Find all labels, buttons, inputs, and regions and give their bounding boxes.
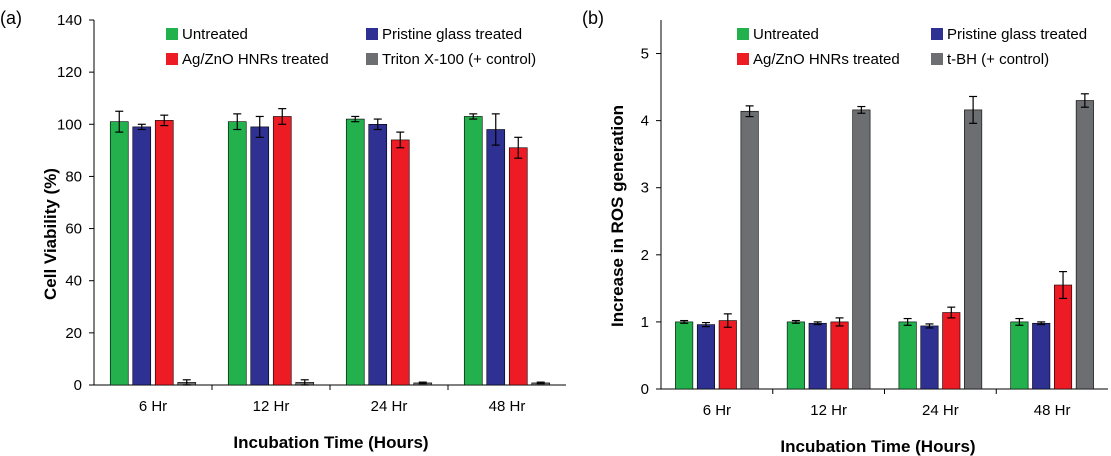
bar (390, 139, 410, 386)
y-tick-label: 2 (641, 247, 649, 264)
y-tick-label: 5 (641, 46, 649, 63)
x-tick-label: 24 Hr (371, 398, 408, 415)
bar (808, 322, 827, 390)
bar (920, 325, 939, 390)
bar (345, 118, 365, 386)
bar (109, 121, 129, 386)
bar (368, 123, 388, 386)
panel-b-y-axis-title: Increase in ROS generation (608, 105, 627, 327)
legend-swatch-pristine (366, 28, 378, 40)
panel-b-label: (b) (582, 8, 604, 28)
bar (675, 321, 694, 390)
legend-label: Untreated (753, 26, 819, 43)
legend-swatch-agzno (166, 53, 178, 65)
bar (786, 321, 805, 390)
y-tick-label: 20 (65, 325, 82, 342)
x-tick-label: 48 Hr (1034, 402, 1071, 419)
bar (486, 129, 506, 386)
bar (1075, 100, 1094, 390)
x-tick-label: 12 Hr (810, 402, 847, 419)
legend-label: Untreated (182, 26, 248, 43)
x-tick-label: 12 Hr (253, 398, 290, 415)
panel-a-legend: Untreated Pristine glass treated Ag/ZnO … (166, 26, 536, 68)
x-tick-label: 48 Hr (489, 398, 526, 415)
bar (830, 321, 849, 390)
legend-swatch-untreated (737, 28, 749, 40)
panel-b: (b) Increase in ROS generation Incubatio… (582, 8, 1108, 456)
bar (942, 312, 961, 390)
y-tick-label: 0 (641, 381, 649, 398)
bar (154, 120, 174, 386)
panel-b-legend: Untreated Pristine glass treated Ag/ZnO … (737, 26, 1087, 68)
panel-a: (a) Cell Viability (%) Incubation Time (… (0, 8, 566, 452)
panel-b-x-axis-title: Incubation Time (Hours) (780, 437, 975, 456)
bar (227, 121, 247, 386)
legend-swatch-agzno (737, 53, 749, 65)
legend-swatch-control (366, 53, 378, 65)
legend-label: Triton X-100 (+ control) (382, 51, 536, 68)
panel-a-label: (a) (0, 8, 22, 28)
bar (272, 116, 292, 386)
bar (132, 126, 152, 386)
panel-b-plot: 0 1 2 3 4 5 6 Hr 12 Hr 24 Hr 48 Hr (641, 20, 1108, 419)
bar (1054, 284, 1073, 390)
panel-a-plot: 0 20 40 60 80 100 120 140 6 Hr 12 Hr 24 Hr 48 Hr (57, 12, 566, 415)
legend-label: Ag/ZnO HNRs treated (182, 51, 329, 68)
panel-a-x-axis-title: Incubation Time (Hours) (233, 433, 428, 452)
y-tick-label: 60 (65, 221, 82, 238)
legend-label: Ag/ZnO HNRs treated (753, 51, 900, 68)
x-tick-label: 6 Hr (703, 402, 731, 419)
x-tick-label: 6 Hr (139, 398, 167, 415)
y-tick-label: 40 (65, 273, 82, 290)
x-tick-label: 24 Hr (922, 402, 959, 419)
bar (250, 126, 270, 386)
y-tick-label: 0 (74, 377, 82, 394)
legend-label: Pristine glass treated (382, 26, 522, 43)
y-tick-label: 4 (641, 113, 649, 130)
bar (1032, 322, 1051, 390)
bar (740, 110, 759, 390)
bar (964, 109, 983, 390)
bar (508, 147, 528, 386)
bar (1010, 321, 1029, 390)
bar (718, 320, 737, 390)
y-tick-label: 120 (57, 64, 82, 81)
legend-label: t-BH (+ control) (947, 51, 1049, 68)
bar (696, 324, 715, 390)
y-tick-label: 100 (57, 116, 82, 133)
y-tick-label: 80 (65, 168, 82, 185)
y-tick-label: 3 (641, 180, 649, 197)
panel-a-y-axis-title: Cell Viability (%) (41, 168, 60, 300)
bar (463, 116, 483, 386)
legend-label: Pristine glass treated (947, 26, 1087, 43)
bar (898, 321, 917, 390)
bar (852, 109, 871, 390)
y-tick-label: 1 (641, 314, 649, 331)
legend-swatch-untreated (166, 28, 178, 40)
legend-swatch-pristine (931, 28, 943, 40)
y-tick-label: 140 (57, 12, 82, 29)
legend-swatch-control (931, 53, 943, 65)
